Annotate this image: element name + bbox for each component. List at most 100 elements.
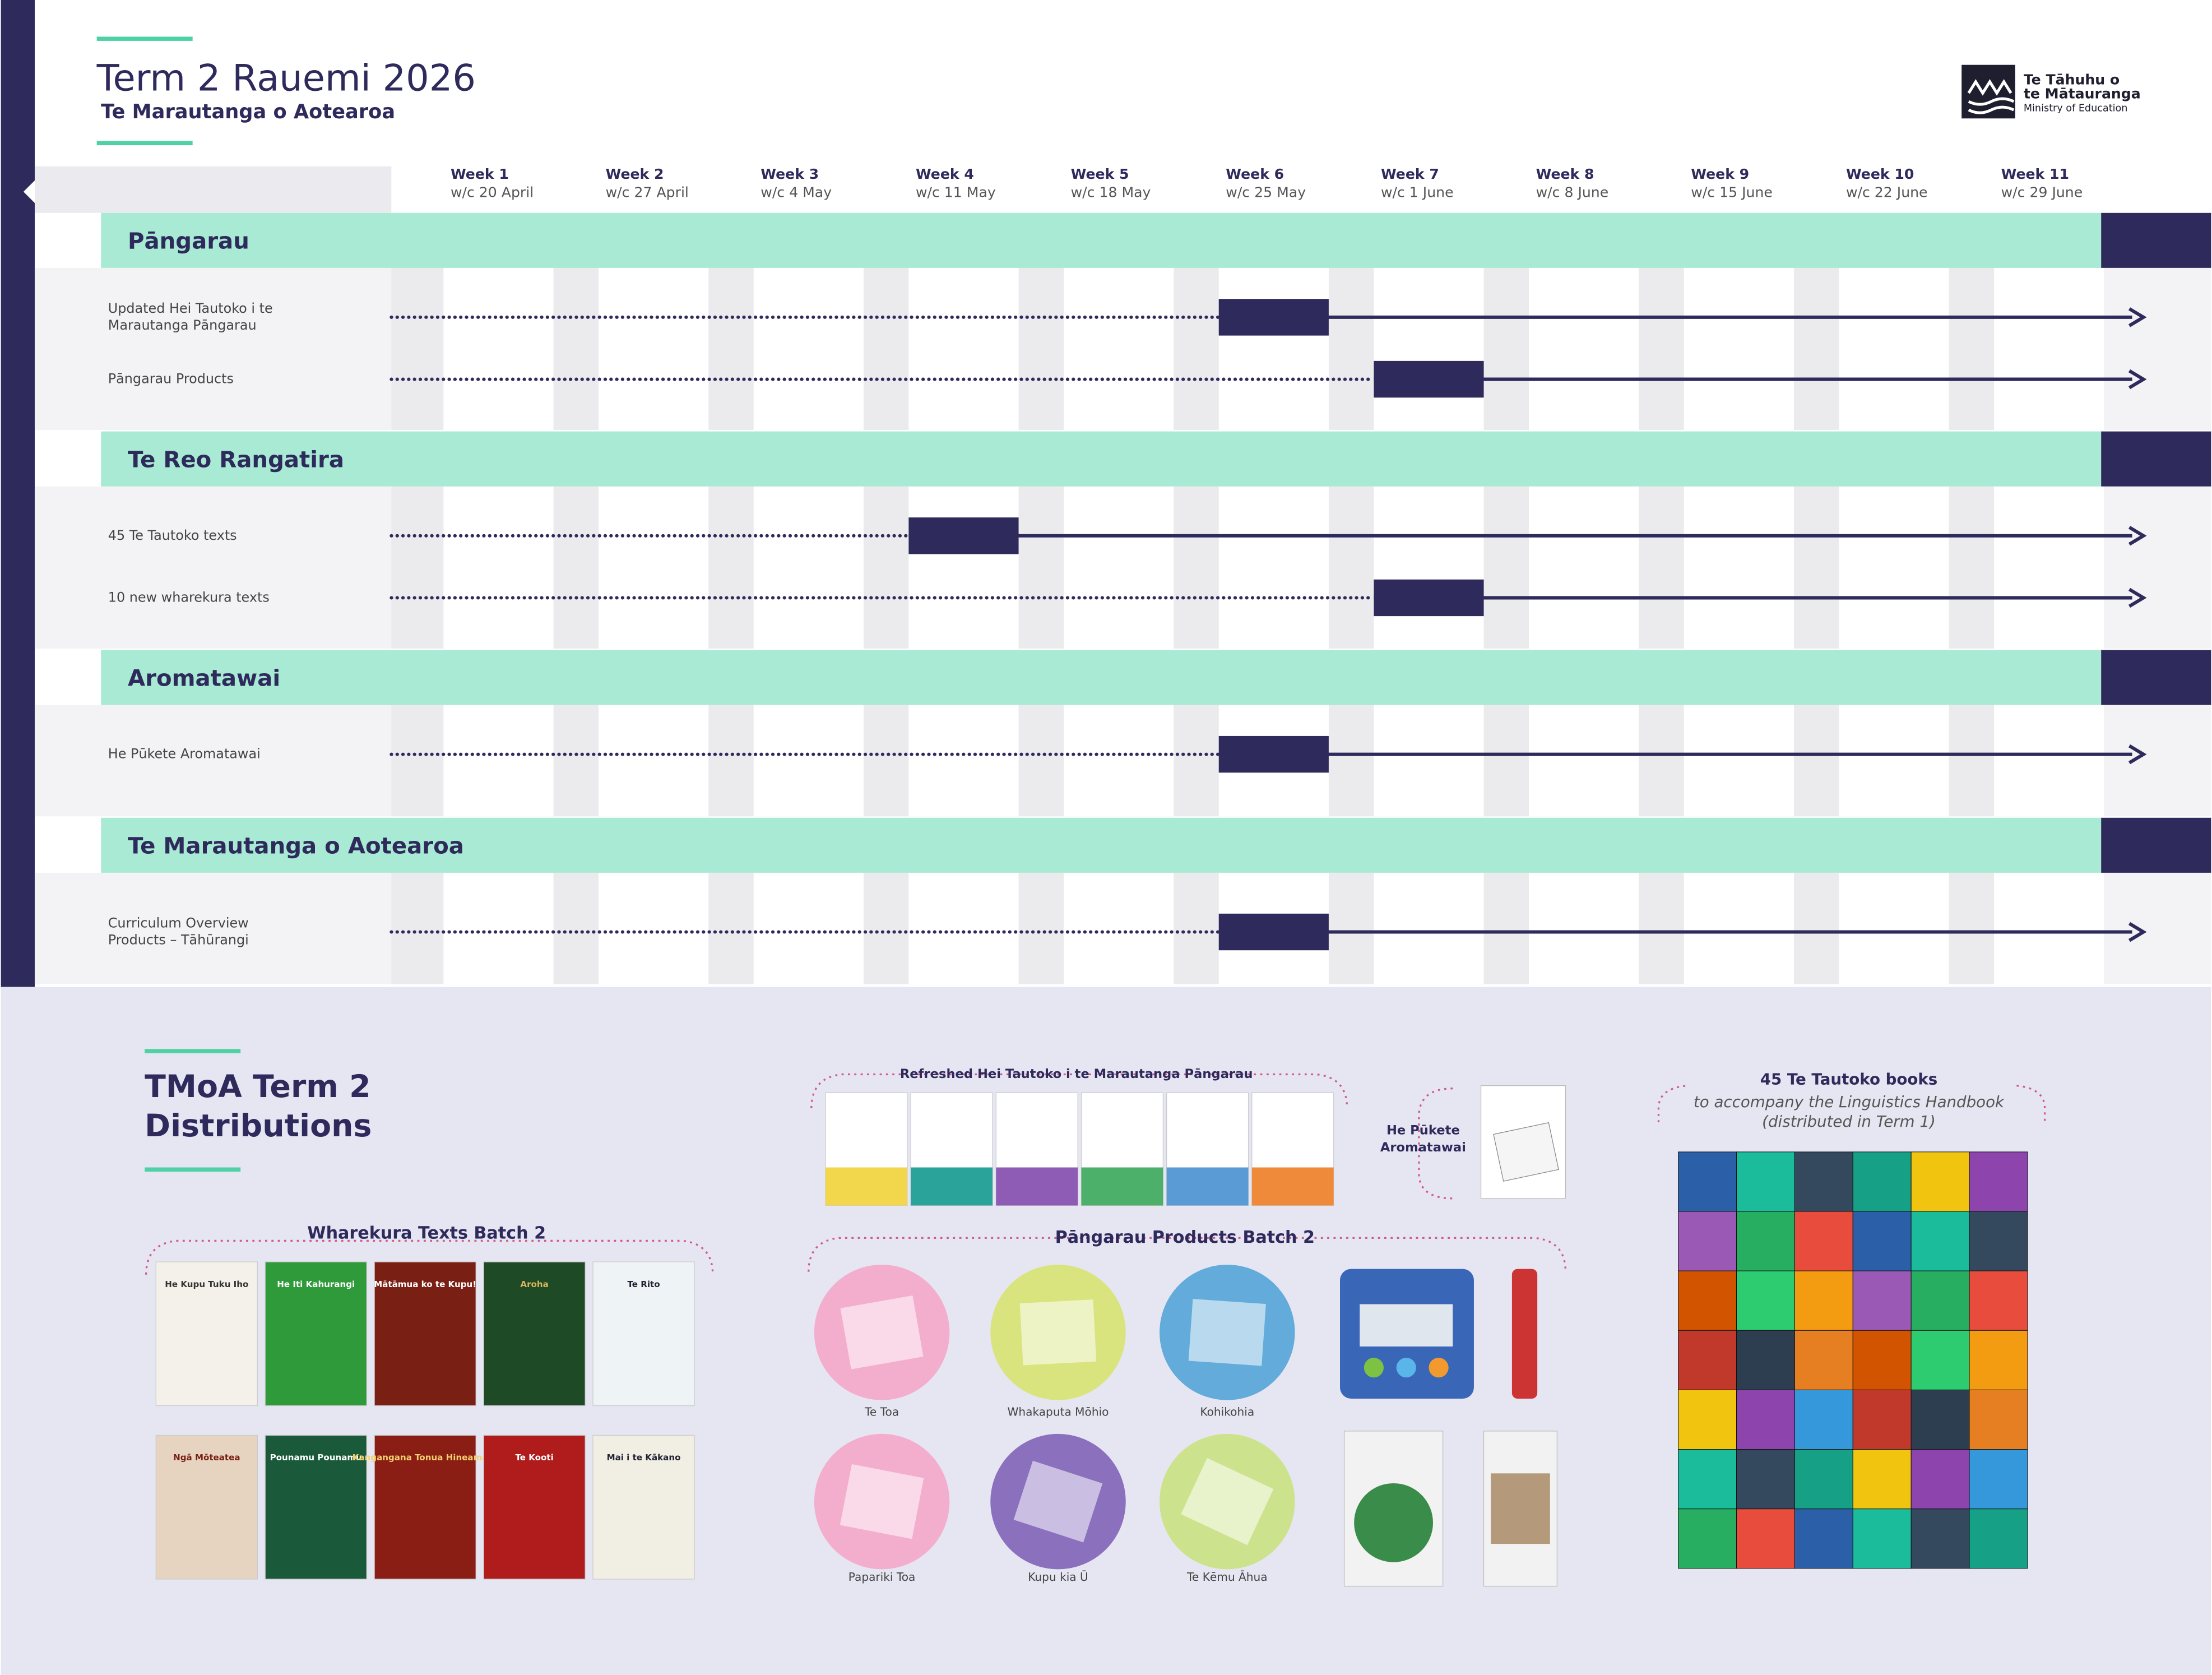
- week-column: [908, 872, 1019, 984]
- delivery-block: [1218, 735, 1329, 773]
- book-title: He Kupu Tuku Iho: [165, 1279, 248, 1289]
- week-column: [1374, 486, 1484, 649]
- section-title: Te Reo Rangatira: [128, 447, 344, 473]
- week-label: Week 2: [606, 166, 664, 182]
- week-column: [1994, 267, 2104, 431]
- book-title: Te Kooti: [515, 1452, 553, 1463]
- book-thumb: [1678, 1449, 1737, 1510]
- week-date: w/c 15 June: [1691, 184, 1773, 201]
- week-column: [1839, 872, 1949, 984]
- arrow-head: [2128, 922, 2147, 942]
- arrow-head: [2128, 369, 2147, 390]
- delivery-block: [1218, 299, 1329, 336]
- logo-text: te Mātauranga: [2024, 86, 2141, 102]
- week-column: [1529, 486, 1639, 649]
- section-band-end: [2101, 817, 2211, 873]
- book-thumb: [1794, 1330, 1853, 1390]
- book-thumb: [1969, 1211, 2028, 1271]
- section-band: [101, 212, 2102, 268]
- row-label: Pāngarau Products: [108, 371, 234, 387]
- row-label: 45 Te Tautoko texts: [108, 528, 237, 543]
- item-title: Aromatawai: [1380, 1140, 1466, 1155]
- book-title: Aroha: [520, 1279, 548, 1289]
- group-title: Refreshed Hei Tautoko i te Marautanga Pā…: [900, 1067, 1253, 1081]
- section-band: [101, 817, 2102, 873]
- week-label: Week 4: [916, 166, 974, 182]
- left-notch: [23, 180, 35, 203]
- book-cover: [374, 1261, 476, 1406]
- logo-text: Te Tāhuhu o: [2024, 71, 2120, 87]
- book-cover: [374, 1435, 476, 1580]
- week-header-bg: [34, 166, 392, 213]
- book-cover: [592, 1261, 695, 1406]
- book-thumb: [1852, 1330, 1912, 1390]
- book-thumb: [1736, 1211, 1795, 1271]
- section-heading: Distributions: [145, 1108, 372, 1144]
- book-thumb: [1794, 1270, 1853, 1331]
- book-thumb: [1910, 1211, 1970, 1271]
- book-thumb: [1852, 1211, 1912, 1271]
- week-column: [908, 705, 1019, 817]
- timer-screen: [1360, 1304, 1453, 1347]
- accent-line: [145, 1167, 241, 1172]
- week-date: w/c 20 April: [451, 184, 534, 201]
- week-date: w/c 18 May: [1071, 184, 1151, 201]
- book-thumb: [1852, 1389, 1912, 1450]
- week-date: w/c 8 June: [1536, 184, 1609, 201]
- book-title: Ngā Mōteatea: [173, 1452, 240, 1463]
- book-title: Kangangana Tonua Hineamaru: [353, 1452, 498, 1463]
- book-thumb: [1852, 1151, 1912, 1212]
- product-piece: [1188, 1299, 1266, 1366]
- book-thumb: [1794, 1151, 1853, 1212]
- pukete-sheet: [1493, 1122, 1559, 1182]
- product-piece: [1181, 1457, 1274, 1546]
- week-label: Week 8: [1536, 166, 1594, 182]
- section-heading: TMoA Term 2: [145, 1069, 371, 1105]
- week-date: w/c 25 May: [1226, 184, 1306, 201]
- section-band-end: [2101, 650, 2211, 705]
- book-thumb: [1969, 1330, 2028, 1390]
- week-column: [1839, 486, 1949, 649]
- week-column: [1994, 705, 2104, 817]
- booklet-band: [825, 1167, 907, 1206]
- row-label: Updated Hei Tautoko i te: [108, 300, 273, 316]
- week-column: [1529, 705, 1639, 817]
- week-label: Week 6: [1226, 166, 1284, 182]
- week-date: w/c 29 June: [2001, 184, 2083, 201]
- section-band-end: [2101, 431, 2211, 487]
- week-label: Week 3: [760, 166, 819, 182]
- week-column: [1684, 872, 1794, 984]
- bracket: [145, 1239, 714, 1275]
- week-date: w/c 11 May: [916, 184, 996, 201]
- book-thumb: [1969, 1509, 2028, 1569]
- row-label: Marautanga Pāngarau: [108, 317, 257, 333]
- delivery-block: [1218, 913, 1329, 951]
- book-thumb: [1969, 1389, 2028, 1450]
- book-thumb: [1969, 1151, 2028, 1212]
- booklet-band: [1081, 1167, 1163, 1206]
- week-column: [1684, 486, 1794, 649]
- sand-timer: [1511, 1269, 1538, 1399]
- product-piece: [840, 1295, 924, 1369]
- book-thumb: [1910, 1449, 1970, 1510]
- accent-line: [96, 36, 193, 41]
- book-thumb: [1794, 1449, 1853, 1510]
- book-title: Mai i te Kākano: [607, 1452, 681, 1463]
- delivery-block: [908, 517, 1019, 554]
- week-column: [1529, 267, 1639, 431]
- week-column: [1374, 872, 1484, 984]
- row-label: Curriculum Overview: [108, 915, 249, 931]
- group-title: 45 Te Tautoko books: [1760, 1070, 1938, 1089]
- title: Term 2 Rauemi 2026: [96, 57, 476, 99]
- product-label: Whakaputa Mōhio: [1008, 1405, 1109, 1419]
- week-date: w/c 1 June: [1381, 184, 1454, 201]
- book-thumb: [1678, 1151, 1737, 1212]
- delivery-block: [1374, 579, 1484, 617]
- week-column: [1374, 267, 1484, 431]
- row-label: Products – Tāhūrangi: [108, 932, 249, 948]
- week-column: [443, 872, 554, 984]
- arrow-head: [2128, 744, 2147, 765]
- book-title: Te Rito: [627, 1279, 660, 1289]
- book-title: Pounamu Pounamu: [270, 1452, 362, 1463]
